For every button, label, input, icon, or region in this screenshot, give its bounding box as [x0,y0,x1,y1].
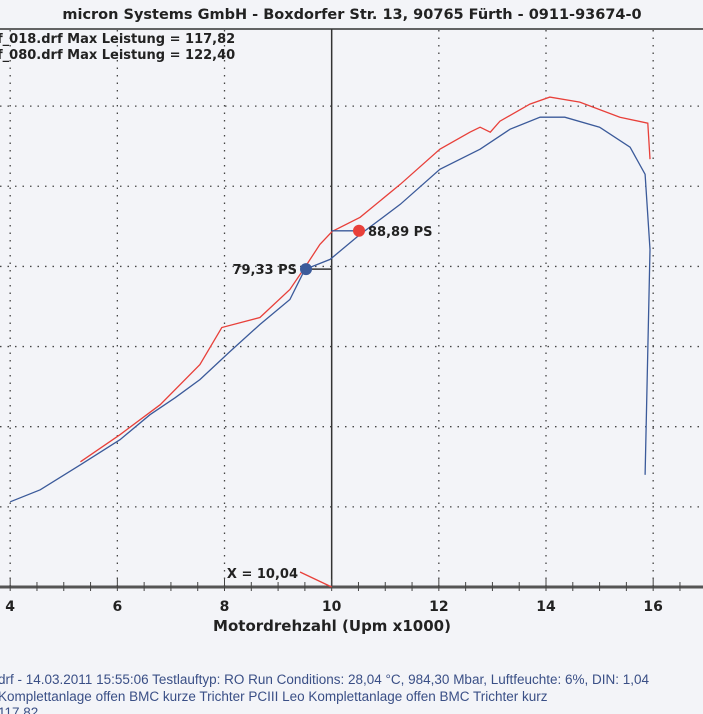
x-tick-label: 6 [112,599,122,615]
x-tick-label: 10 [322,599,342,615]
x-tick-label: 8 [220,599,230,615]
cursor-x-label: X = 10,04 [227,567,298,582]
marker-label-red: 88,89 PS [368,225,433,240]
x-axis: 4 6 8 10 12 14 16 [0,579,703,615]
x-tick-label: 12 [429,599,448,615]
footer-line-3: 117,82 [0,705,39,714]
cursor-pointer-line [299,571,332,588]
marker-dot-red [353,224,365,237]
cursor-markers: 88,89 PS 79,33 PS X = 10,04 [227,224,433,588]
chart-title: micron Systems GmbH - Boxdorfer Str. 13,… [62,7,641,23]
footer-line-1: drf - 14.03.2011 15:55:06 Testlauftyp: R… [0,672,650,687]
series-line-f_018-drf [9,116,651,503]
x-tick-label: 14 [536,599,556,615]
marker-label-blue: 79,33 PS [232,263,297,278]
x-axis-label: Motordrehzahl (Upm x1000) [213,617,451,635]
x-tick-label: 16 [643,599,662,615]
footer-line-2: Komplettanlage offen BMC kurze Trichter … [0,689,548,704]
series-group [9,96,651,503]
x-tick-label: 4 [5,599,15,615]
legend-entry-f018: f_018.drf Max Leistung = 117,82 [0,32,235,47]
marker-dot-blue [300,263,312,276]
legend-entry-f080: f_080.drf Max Leistung = 122,40 [0,48,235,63]
grid [0,29,703,587]
series-line-f_080-drf [80,96,651,463]
